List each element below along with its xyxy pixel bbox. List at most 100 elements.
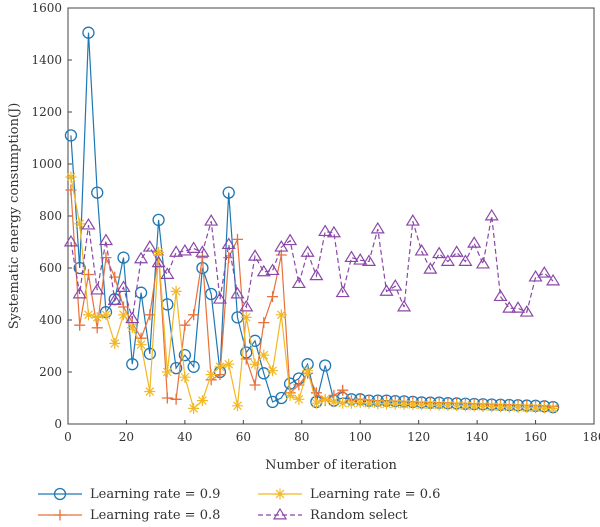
data-point: [398, 398, 410, 410]
data-point: [519, 305, 534, 317]
data-point: [100, 309, 112, 321]
data-point: [521, 402, 533, 414]
data-point: [221, 237, 236, 250]
data-point: [293, 393, 305, 405]
data-point: [354, 397, 366, 409]
data-point: [63, 234, 78, 247]
data-point: [187, 360, 200, 373]
data-point: [170, 285, 182, 297]
data-point: [267, 291, 279, 303]
data-point: [177, 243, 192, 256]
legend-item: Learning rate = 0.6: [258, 487, 440, 502]
data-point: [186, 241, 201, 253]
data-point: [468, 400, 480, 412]
data-point: [530, 402, 542, 414]
data-point: [335, 285, 350, 298]
data-point: [249, 358, 261, 370]
data-point: [90, 282, 105, 295]
data-point: [142, 240, 157, 252]
data-point: [274, 240, 289, 252]
data-point: [116, 280, 131, 292]
data-point: [204, 214, 219, 226]
data-point: [153, 246, 165, 258]
data-point: [188, 402, 200, 414]
data-point: [230, 286, 245, 299]
data-point: [249, 379, 261, 391]
data-point: [363, 397, 375, 409]
data-point: [248, 334, 262, 347]
data-point: [310, 387, 322, 399]
data-point: [258, 317, 270, 329]
data-point: [337, 384, 349, 396]
legend-label: Learning rate = 0.6: [310, 487, 440, 502]
y-tick-label: 1000: [31, 157, 62, 171]
data-point: [283, 233, 298, 246]
data-point: [423, 262, 438, 274]
x-axis-label: Number of iteration: [265, 458, 397, 473]
data-point: [433, 399, 445, 411]
data-point: [353, 253, 368, 265]
data-point: [547, 402, 559, 414]
series-4: [63, 208, 561, 324]
data-point: [64, 129, 78, 142]
series-3: [65, 171, 559, 414]
data-point: [345, 397, 357, 409]
data-point: [178, 348, 192, 362]
data-point: [291, 276, 306, 289]
data-point: [91, 322, 103, 334]
data-point: [188, 309, 200, 321]
data-point: [222, 186, 235, 199]
data-point: [212, 292, 228, 304]
data-point: [239, 299, 254, 312]
legend-item: Random select: [258, 507, 408, 523]
x-tick-label: 160: [524, 430, 547, 444]
data-point: [396, 299, 412, 312]
data-point: [302, 365, 314, 377]
data-point: [196, 252, 208, 264]
data-point: [493, 289, 508, 302]
data-point: [372, 398, 384, 410]
y-tick-label: 600: [39, 261, 62, 275]
x-tick-label: 100: [349, 430, 372, 444]
legend-label: Learning rate = 0.9: [90, 487, 220, 502]
data-point: [337, 397, 349, 409]
axis-ticks: 0 20 40 60 80 100 120 140 160 180 0 200 400 600 800 100…: [31, 1, 600, 444]
legend-label: Learning rate = 0.8: [90, 508, 220, 523]
data-point: [424, 399, 436, 411]
data-point: [494, 401, 506, 413]
data-point: [195, 245, 210, 257]
data-point: [98, 233, 114, 246]
data-point: [109, 337, 121, 349]
data-point: [309, 268, 324, 281]
y-tick-label: 1200: [31, 105, 62, 119]
data-point: [293, 379, 305, 391]
data-point: [231, 233, 243, 245]
y-tick-label: 400: [39, 313, 62, 327]
data-point: [319, 359, 332, 372]
data-point: [160, 267, 175, 279]
data-point: [73, 261, 86, 275]
data-point: [223, 358, 235, 370]
data-point: [74, 319, 86, 331]
data-point: [538, 402, 550, 414]
data-point: [126, 322, 138, 334]
data-point: [65, 184, 77, 196]
data-point: [82, 309, 94, 321]
y-tick-label: 1400: [31, 53, 62, 67]
data-point: [451, 400, 463, 412]
plot-layer: [63, 26, 561, 414]
data-point: [72, 286, 87, 299]
series-line: [70, 215, 554, 319]
data-point: [510, 301, 526, 313]
legend-label: Random select: [310, 508, 408, 523]
data-point: [74, 218, 86, 230]
data-point: [265, 263, 280, 276]
data-point: [240, 311, 252, 323]
data-point: [91, 186, 104, 199]
data-point: [503, 401, 515, 413]
y-tick-label: 800: [39, 209, 62, 223]
y-axis-label: Systematic energy consumption(J): [7, 103, 22, 330]
data-point: [161, 366, 173, 378]
data-point: [196, 395, 208, 407]
